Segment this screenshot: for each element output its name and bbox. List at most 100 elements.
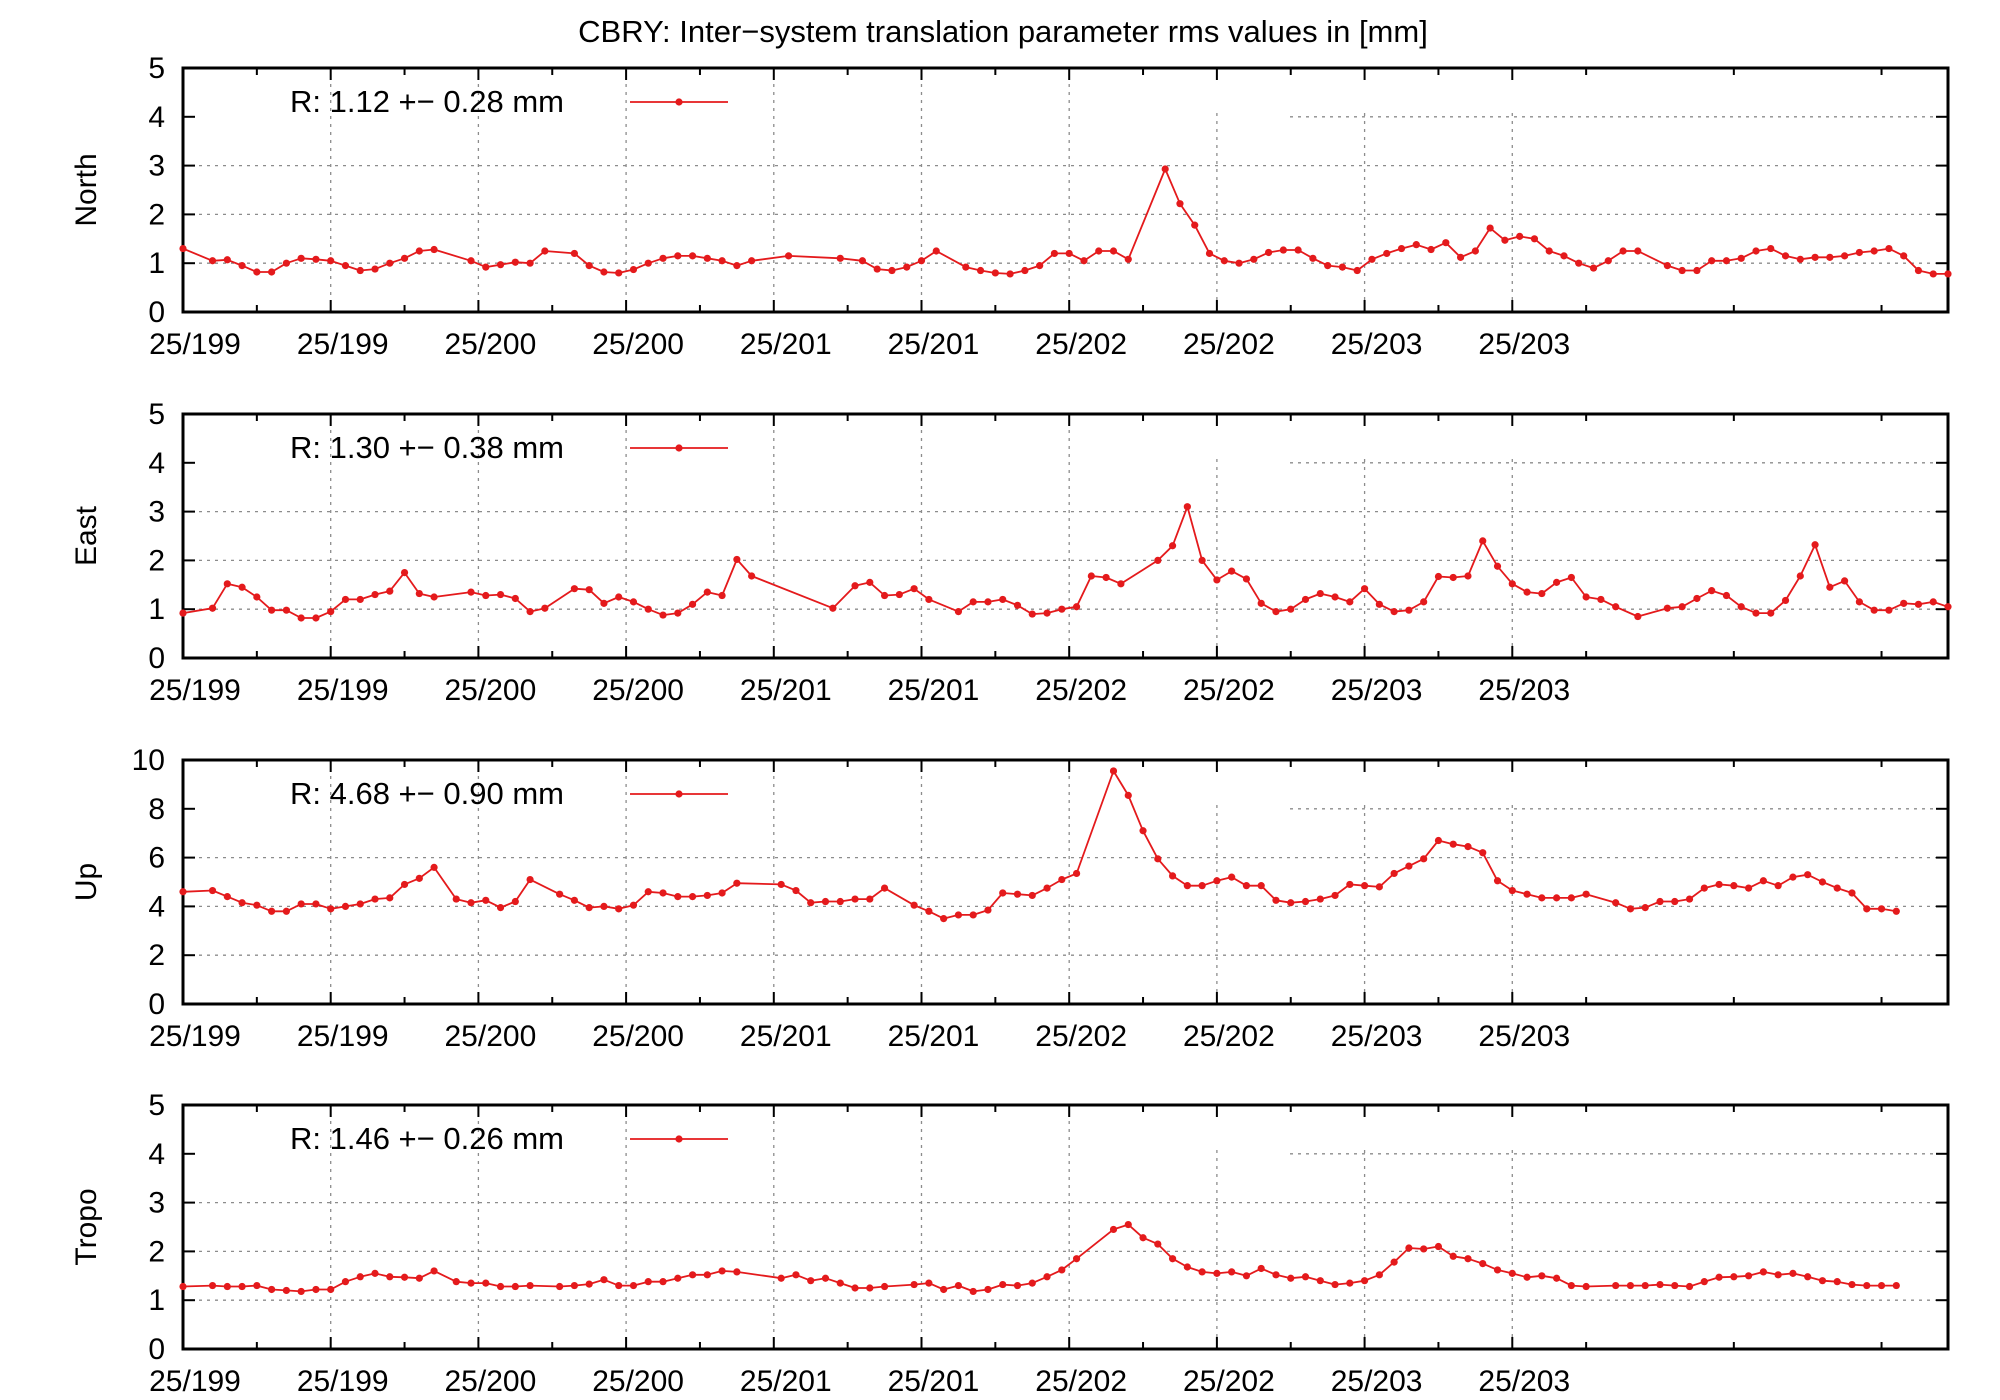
data-point (312, 256, 319, 263)
xtick-label: 25/199 (149, 1365, 241, 1398)
data-point (1391, 870, 1398, 877)
data-point (1664, 262, 1671, 269)
data-point (925, 908, 932, 915)
data-point (1597, 596, 1604, 603)
data-point (1782, 252, 1789, 259)
data-point (1671, 1282, 1678, 1289)
data-point (1265, 249, 1272, 256)
data-point (888, 267, 895, 274)
data-point (312, 1286, 319, 1293)
data-point (778, 881, 785, 888)
data-point (615, 1282, 622, 1289)
data-point (283, 1287, 290, 1294)
xtick-label: 25/199 (297, 1020, 389, 1053)
data-point (1376, 883, 1383, 890)
data-point (416, 875, 423, 882)
data-point (970, 1288, 977, 1295)
data-point (918, 257, 925, 264)
data-point (645, 260, 652, 267)
data-point (674, 610, 681, 617)
data-point (1169, 1255, 1176, 1262)
data-point (512, 1283, 519, 1290)
xtick-label: 25/202 (1035, 1365, 1127, 1398)
data-point (719, 257, 726, 264)
data-point (1073, 1255, 1080, 1262)
data-point (1051, 250, 1058, 257)
data-point (1139, 1234, 1146, 1241)
xtick-label: 25/199 (149, 674, 241, 707)
data-point (1176, 200, 1183, 207)
data-point (1819, 878, 1826, 885)
data-point (386, 1273, 393, 1280)
data-point (1538, 894, 1545, 901)
data-point (1450, 574, 1457, 581)
data-point (1752, 247, 1759, 254)
data-point (1302, 1273, 1309, 1280)
data-point (822, 898, 829, 905)
data-point (1043, 1273, 1050, 1280)
data-point (1546, 247, 1553, 254)
data-point (1804, 1273, 1811, 1280)
ytick-label: 5 (148, 1089, 165, 1122)
data-point (1723, 257, 1730, 264)
data-point (1775, 882, 1782, 889)
data-point (1826, 584, 1833, 591)
xtick-label: 25/200 (592, 1020, 684, 1053)
data-point (1723, 592, 1730, 599)
data-point (999, 596, 1006, 603)
data-point (541, 247, 548, 254)
data-point (342, 903, 349, 910)
data-point (837, 898, 844, 905)
data-point (1775, 1271, 1782, 1278)
data-point (571, 897, 578, 904)
data-point (1730, 882, 1737, 889)
data-point (1110, 247, 1117, 254)
data-point (1752, 610, 1759, 617)
data-point (704, 589, 711, 596)
data-point (1280, 246, 1287, 253)
data-point (357, 267, 364, 274)
legend-label: R: 1.46 +− 0.26 mm (290, 1121, 564, 1156)
data-point (600, 903, 607, 910)
data-point (268, 607, 275, 614)
data-point (1110, 767, 1117, 774)
data-point (1760, 877, 1767, 884)
data-point (748, 257, 755, 264)
data-point (1679, 603, 1686, 610)
data-point (999, 1281, 1006, 1288)
data-point (970, 911, 977, 918)
xtick-label: 25/202 (1183, 328, 1275, 361)
data-point (911, 902, 918, 909)
data-point (1464, 572, 1471, 579)
data-point (1464, 1255, 1471, 1262)
data-point (1139, 827, 1146, 834)
data-point (357, 900, 364, 907)
xtick-label: 25/200 (445, 1020, 537, 1053)
data-point (674, 252, 681, 259)
xtick-label: 25/203 (1478, 1020, 1570, 1053)
data-point (209, 887, 216, 894)
data-point (238, 584, 245, 591)
data-point (659, 889, 666, 896)
data-point (1472, 247, 1479, 254)
data-point (704, 892, 711, 899)
data-point (689, 601, 696, 608)
data-point (1272, 608, 1279, 615)
data-point (1346, 598, 1353, 605)
data-point (1863, 905, 1870, 912)
data-point (512, 259, 519, 266)
data-point (1642, 904, 1649, 911)
data-point (1228, 1268, 1235, 1275)
data-point (1767, 245, 1774, 252)
data-point (1420, 598, 1427, 605)
data-point (283, 607, 290, 614)
xtick-label: 25/200 (445, 328, 537, 361)
data-point (453, 1278, 460, 1285)
ytick-label: 4 (148, 890, 165, 923)
data-point (600, 268, 607, 275)
data-point (430, 246, 437, 253)
panel-north: 0 1 2 3 4 5 25/199 25/199 25/200 25/200 25/201 25/2… (70, 52, 1952, 361)
data-point (1213, 877, 1220, 884)
data-point (615, 269, 622, 276)
data-point (1331, 892, 1338, 899)
